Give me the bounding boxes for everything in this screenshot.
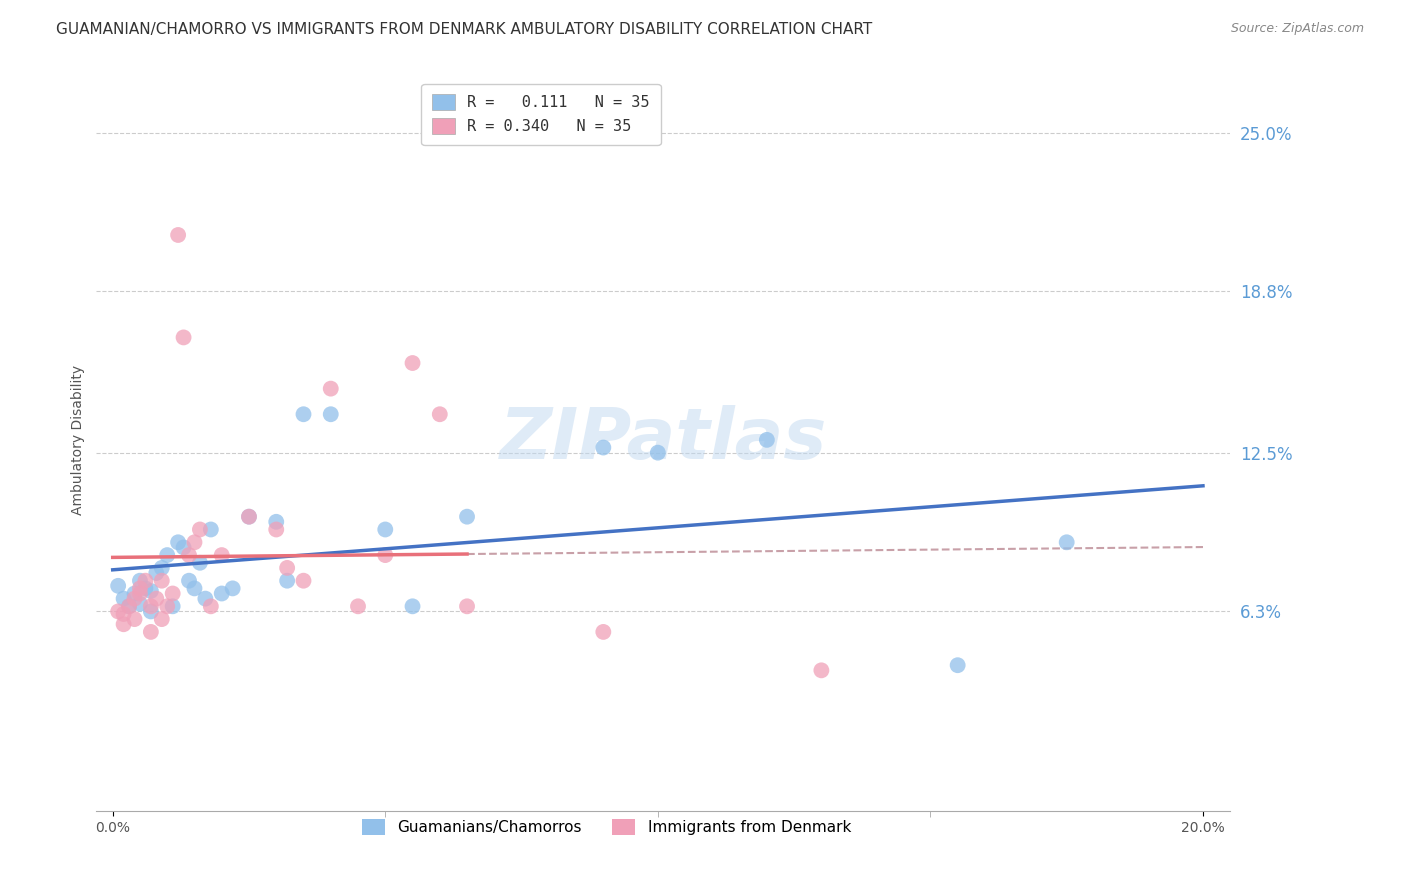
Point xyxy=(276,574,298,588)
Point xyxy=(145,566,167,580)
Point xyxy=(107,604,129,618)
Point xyxy=(118,599,141,614)
Y-axis label: Ambulatory Disability: Ambulatory Disability xyxy=(72,365,86,515)
Point xyxy=(200,523,222,537)
Point xyxy=(139,583,162,598)
Point xyxy=(188,523,211,537)
Point xyxy=(183,535,205,549)
Point xyxy=(188,556,211,570)
Text: Source: ZipAtlas.com: Source: ZipAtlas.com xyxy=(1230,22,1364,36)
Point xyxy=(139,599,162,614)
Point xyxy=(177,574,200,588)
Point xyxy=(129,574,152,588)
Point xyxy=(374,548,396,562)
Point xyxy=(946,658,969,673)
Text: ZIPatlas: ZIPatlas xyxy=(499,405,827,475)
Point xyxy=(276,561,298,575)
Point xyxy=(592,441,614,455)
Point xyxy=(429,407,451,421)
Point xyxy=(107,579,129,593)
Point xyxy=(139,604,162,618)
Point xyxy=(211,586,233,600)
Point xyxy=(156,548,179,562)
Point xyxy=(150,561,173,575)
Point xyxy=(319,382,342,396)
Point xyxy=(810,663,832,677)
Point xyxy=(156,599,179,614)
Point xyxy=(194,591,217,606)
Point xyxy=(173,330,195,344)
Point xyxy=(456,509,478,524)
Point xyxy=(264,515,287,529)
Point xyxy=(134,582,156,596)
Point xyxy=(592,624,614,639)
Point xyxy=(183,582,205,596)
Point xyxy=(238,509,260,524)
Point xyxy=(124,612,146,626)
Point xyxy=(112,617,135,632)
Point xyxy=(177,548,200,562)
Point xyxy=(129,597,152,611)
Point xyxy=(173,541,195,555)
Text: GUAMANIAN/CHAMORRO VS IMMIGRANTS FROM DENMARK AMBULATORY DISABILITY CORRELATION : GUAMANIAN/CHAMORRO VS IMMIGRANTS FROM DE… xyxy=(56,22,873,37)
Point xyxy=(167,227,190,242)
Point xyxy=(755,433,778,447)
Point xyxy=(124,591,146,606)
Point xyxy=(112,591,135,606)
Point xyxy=(264,523,287,537)
Point xyxy=(401,599,423,614)
Point xyxy=(238,509,260,524)
Point xyxy=(200,599,222,614)
Point xyxy=(112,607,135,621)
Point xyxy=(221,582,243,596)
Point xyxy=(124,586,146,600)
Point xyxy=(319,407,342,421)
Point xyxy=(374,523,396,537)
Point xyxy=(167,535,190,549)
Point xyxy=(401,356,423,370)
Point xyxy=(1056,535,1078,549)
Point xyxy=(292,407,315,421)
Legend: Guamanians/Chamorros, Immigrants from Denmark: Guamanians/Chamorros, Immigrants from De… xyxy=(353,810,860,845)
Point xyxy=(292,574,315,588)
Point xyxy=(150,612,173,626)
Point xyxy=(139,624,162,639)
Point xyxy=(150,574,173,588)
Point xyxy=(211,548,233,562)
Point xyxy=(647,445,669,459)
Point xyxy=(162,599,184,614)
Point xyxy=(347,599,370,614)
Point xyxy=(129,582,152,596)
Point xyxy=(162,586,184,600)
Point xyxy=(118,599,141,614)
Point xyxy=(456,599,478,614)
Point xyxy=(145,591,167,606)
Point xyxy=(134,574,156,588)
Point xyxy=(129,586,152,600)
